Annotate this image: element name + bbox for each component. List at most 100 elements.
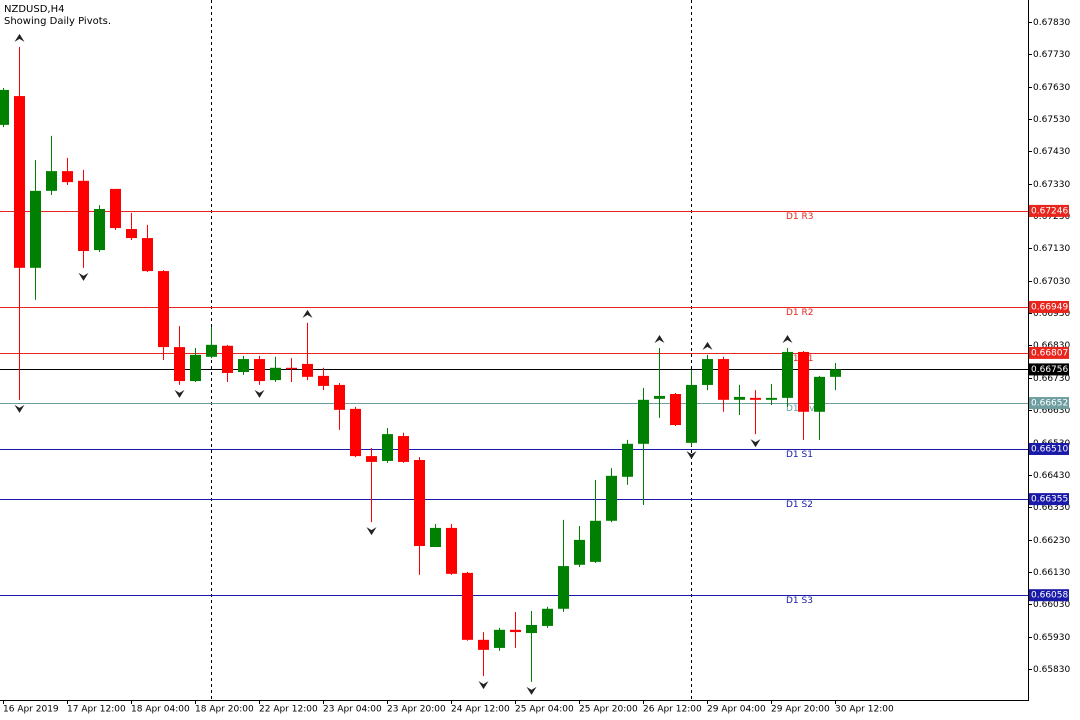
candle-body <box>142 238 153 272</box>
x-tick-label: 25 Apr 20:00 <box>579 705 638 715</box>
pivot-label: D1 S1 <box>786 450 813 460</box>
price-label-box <box>1029 397 1069 410</box>
price-label-box <box>1029 346 1069 359</box>
y-tick-label: 0.67830 <box>1033 18 1070 28</box>
candle-body <box>174 347 185 382</box>
candle-body <box>766 397 777 400</box>
y-tick-label: 0.67430 <box>1033 147 1070 157</box>
y-tick-label: 0.66730 <box>1033 374 1070 384</box>
fractal-down <box>78 272 89 281</box>
candle-body <box>478 639 489 650</box>
x-tick-label: 16 Apr 2019 <box>3 705 59 715</box>
price-label: 0.66807 <box>1031 348 1068 358</box>
price-label-box <box>1029 363 1069 376</box>
candle-body <box>318 375 329 386</box>
chart-subtitle: Showing Daily Pivots. <box>4 16 111 27</box>
candle-body <box>622 443 633 477</box>
candle-body <box>14 96 25 268</box>
x-tick-label: 29 Apr 20:00 <box>771 705 830 715</box>
candle-body <box>782 351 793 398</box>
candle-body <box>222 345 233 373</box>
candle-body <box>734 396 745 400</box>
candle-body <box>286 367 297 370</box>
y-tick-label: 0.66130 <box>1033 568 1070 578</box>
y-tick-label: 0.67330 <box>1033 180 1070 190</box>
price-label: 0.67246 <box>1031 206 1068 216</box>
x-tick-label: 26 Apr 12:00 <box>643 705 702 715</box>
y-tick-label: 0.66630 <box>1033 406 1070 416</box>
candle-body <box>654 395 665 399</box>
fractal-down <box>14 404 25 413</box>
y-tick-label: 0.67230 <box>1033 212 1070 222</box>
candle-body <box>30 190 41 268</box>
candle-body <box>46 171 57 191</box>
candle-body <box>398 436 409 462</box>
candle-body <box>126 229 137 239</box>
candle-body <box>702 359 713 385</box>
candle-body <box>254 359 265 382</box>
y-tick-label: 0.65830 <box>1033 665 1070 675</box>
candle-body <box>302 363 313 377</box>
candle-body <box>494 629 505 648</box>
candle-body <box>574 539 585 565</box>
candle-body <box>558 566 569 609</box>
candle-body <box>686 384 697 443</box>
candle-body <box>0 89 9 125</box>
price-label-box <box>1029 589 1069 602</box>
y-tick-label: 0.66330 <box>1033 503 1070 513</box>
fractal-up <box>702 341 713 350</box>
fractal-down <box>526 686 537 695</box>
price-label-box <box>1029 204 1069 217</box>
candle-body <box>334 384 345 410</box>
y-tick-label: 0.67530 <box>1033 115 1070 125</box>
price-label: 0.66510 <box>1031 444 1068 454</box>
candle-body <box>526 624 537 634</box>
price-label-box <box>1029 442 1069 455</box>
x-tick-label: 23 Apr 20:00 <box>387 705 446 715</box>
y-tick-label: 0.66430 <box>1033 471 1070 481</box>
fractal-down <box>174 389 185 398</box>
y-tick-label: 0.66830 <box>1033 341 1070 351</box>
candle-body <box>414 459 425 547</box>
y-tick-label: 0.65930 <box>1033 633 1070 643</box>
fractal-up <box>654 335 665 344</box>
price-label: 0.66652 <box>1031 399 1068 409</box>
candle-body <box>542 608 553 626</box>
candle-body <box>814 376 825 412</box>
candle-body <box>110 188 121 229</box>
candle-body <box>270 367 281 381</box>
candle-body <box>350 408 361 457</box>
pivot-label: D1 R3 <box>786 212 814 222</box>
candle-body <box>830 369 841 377</box>
candle-body <box>462 572 473 640</box>
pivot-label: D1 R2 <box>786 308 814 318</box>
y-tick-label: 0.67730 <box>1033 50 1070 60</box>
candle-body <box>670 393 681 426</box>
y-tick-label: 0.66230 <box>1033 536 1070 546</box>
candle-body <box>206 344 217 357</box>
fractal-down <box>254 389 265 398</box>
price-label-box <box>1029 493 1069 506</box>
x-tick-label: 25 Apr 04:00 <box>515 705 574 715</box>
x-tick-label: 17 Apr 12:00 <box>67 705 126 715</box>
candle-body <box>94 208 105 251</box>
candle-body <box>238 359 249 372</box>
candle-body <box>606 475 617 521</box>
candle-body <box>750 397 761 400</box>
fractal-down <box>478 681 489 690</box>
candle-body <box>382 434 393 461</box>
price-label: 0.66058 <box>1031 591 1068 601</box>
price-label-box <box>1029 300 1069 313</box>
x-tick-label: 18 Apr 20:00 <box>195 705 254 715</box>
candle-body <box>446 527 457 574</box>
x-tick-label: 30 Apr 12:00 <box>835 705 894 715</box>
pivot-label: D1 S2 <box>786 500 813 510</box>
fractal-down <box>366 527 377 536</box>
candle-body <box>798 351 809 412</box>
x-tick-label: 24 Apr 12:00 <box>451 705 510 715</box>
fractal-down <box>686 451 697 460</box>
candle-body <box>718 359 729 400</box>
x-tick-label: 29 Apr 04:00 <box>707 705 766 715</box>
y-tick-label: 0.67130 <box>1033 244 1070 254</box>
